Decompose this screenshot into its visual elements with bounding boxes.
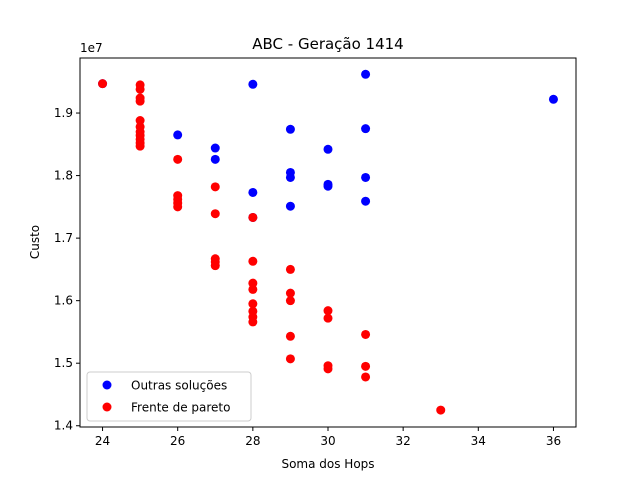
point-series0-4 [248,79,258,89]
x-tick-label-1: 26 [170,434,185,448]
point-series1-39 [361,329,371,339]
point-series1-2 [135,84,145,94]
point-series1-26 [248,299,258,309]
point-series1-32 [285,296,295,306]
point-series0-16 [361,172,371,182]
point-series1-23 [248,256,258,266]
point-series0-10 [285,201,295,211]
legend-marker-1 [102,402,112,412]
point-series1-42 [436,405,446,415]
x-tick-label-5: 34 [471,434,486,448]
x-axis-ticks: 24 26 28 30 32 34 36 [95,427,561,448]
y-tick-label-0: 1.4 [54,419,73,433]
y-tick-label-2: 1.6 [54,294,73,308]
point-series1-35 [323,306,333,316]
chart-title: ABC - Geração 1414 [252,35,403,53]
x-axis-label: Soma dos Hops [281,457,374,471]
point-series1-16 [173,202,183,212]
point-series1-36 [323,313,333,323]
x-tick-label-4: 32 [396,434,411,448]
y-tick-label-5: 1.9 [54,106,73,120]
y-axis-ticks: 1.4 1.5 1.6 1.7 1.8 1.9 [54,106,80,433]
point-series1-33 [285,331,295,341]
point-series0-11 [323,144,333,154]
point-series1-0 [98,79,108,89]
y-tick-label-4: 1.8 [54,169,73,183]
point-series1-5 [135,116,145,126]
point-series0-14 [361,69,371,79]
y-offset-text: 1e7 [80,41,103,55]
point-series1-18 [210,209,220,219]
data-points [98,69,558,415]
point-series1-34 [285,354,295,364]
point-series1-30 [285,264,295,274]
legend-box [86,371,252,422]
point-series1-17 [210,182,220,192]
x-tick-label-3: 30 [320,434,335,448]
legend-label-1: Frente de pareto [131,401,230,415]
x-tick-label-2: 28 [245,434,260,448]
point-series1-24 [248,278,258,288]
point-series1-21 [210,261,220,271]
point-series0-18 [548,94,558,104]
point-series1-22 [248,212,258,222]
point-series1-38 [323,364,333,374]
point-series1-40 [361,361,371,371]
legend: Outras soluções Frente de pareto [86,371,252,422]
point-series0-7 [285,124,295,134]
point-series0-15 [361,124,371,134]
point-series1-4 [135,96,145,106]
point-series1-41 [361,372,371,382]
point-series0-5 [248,187,258,197]
legend-marker-0 [102,380,112,390]
point-series1-31 [285,288,295,298]
legend-label-0: Outras soluções [131,379,227,393]
point-series0-17 [361,196,371,206]
point-series0-2 [210,143,220,153]
y-tick-label-3: 1.7 [54,231,73,245]
point-series0-3 [210,154,220,164]
point-series1-29 [248,317,258,327]
point-series0-9 [285,172,295,182]
y-axis-label: Custo [28,225,42,259]
point-series1-12 [173,154,183,164]
point-series0-13 [323,181,333,191]
x-tick-label-0: 24 [95,434,110,448]
y-tick-label-1: 1.5 [54,356,73,370]
point-series1-11 [135,141,145,151]
point-series1-25 [248,284,258,294]
x-tick-label-6: 36 [546,434,561,448]
point-series0-1 [173,130,183,140]
